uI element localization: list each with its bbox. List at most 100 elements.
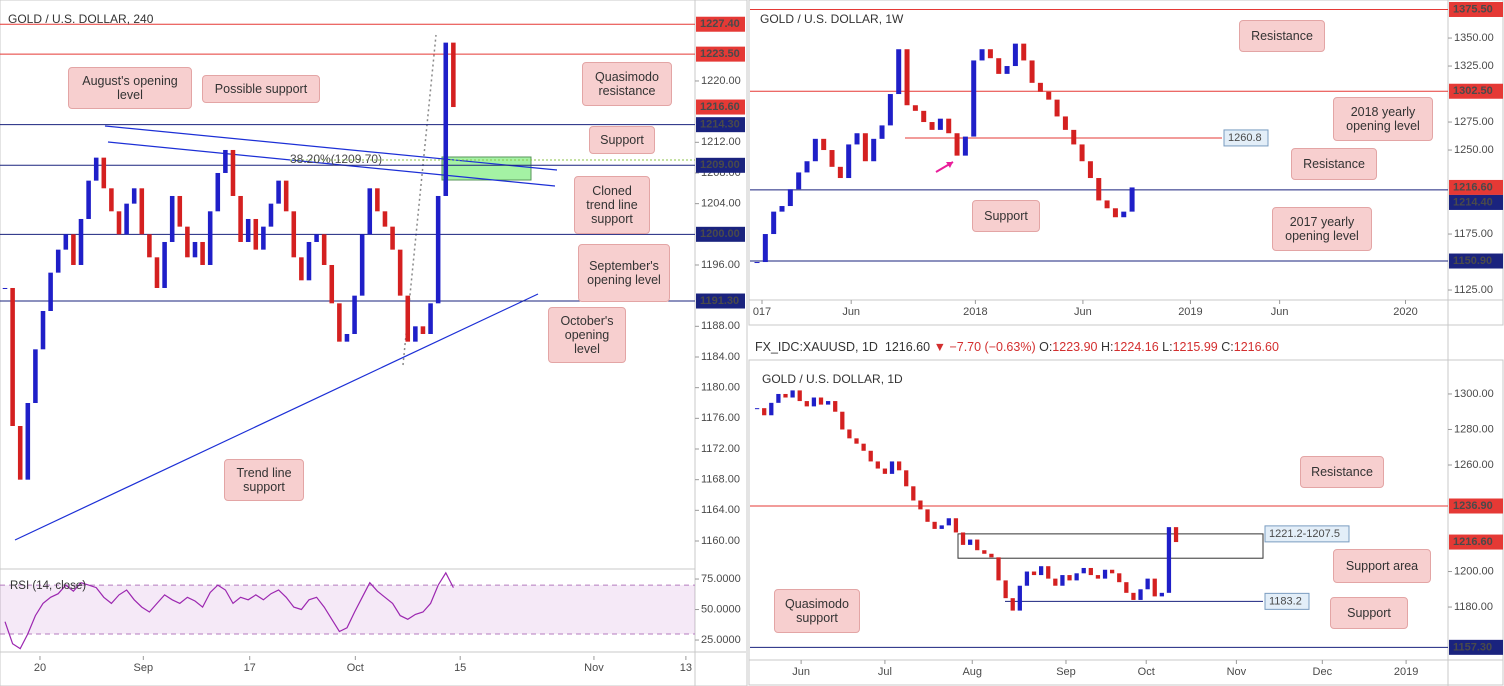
candle — [1046, 566, 1051, 579]
candle — [921, 110, 927, 123]
y-tick-label: 1200.00 — [1454, 565, 1494, 577]
candle — [207, 211, 213, 265]
candle — [390, 226, 395, 250]
candle — [1117, 573, 1122, 583]
candle — [63, 234, 69, 250]
candle — [804, 401, 809, 407]
candle — [861, 443, 866, 451]
x-tick-label: Jun — [792, 666, 810, 678]
candle — [971, 60, 977, 137]
candle — [1046, 91, 1052, 100]
x-tick-label: Dec — [1313, 666, 1333, 678]
candle — [953, 518, 959, 533]
candle — [154, 257, 160, 288]
y-tick-label: 1212.00 — [701, 136, 741, 148]
field-label: L: — [1162, 340, 1173, 354]
segment-label-box — [1223, 129, 1269, 147]
price-label-box — [696, 99, 745, 115]
candle — [769, 402, 774, 416]
quote-header: FX_IDC:XAUUSD, 1D 1216.60 ▼ −7.70 (−0.63… — [755, 340, 1279, 354]
candle — [1104, 200, 1110, 209]
field-value: 1224.16 — [1113, 340, 1159, 354]
candle — [1021, 43, 1027, 61]
price-label-box — [1449, 639, 1503, 655]
candle — [889, 461, 895, 474]
candle — [192, 241, 198, 258]
x-tick-label: 017 — [753, 306, 771, 318]
candle — [405, 295, 411, 342]
annotation: Support — [972, 200, 1040, 232]
candle — [1081, 567, 1086, 574]
candle — [812, 138, 818, 162]
y-tick-label: 1180.00 — [701, 382, 740, 394]
candle — [329, 264, 335, 304]
candle — [397, 249, 403, 296]
y-tick-label: 75.0000 — [701, 573, 741, 585]
candle — [1166, 527, 1172, 593]
candle — [291, 211, 297, 258]
candle — [811, 397, 817, 407]
y-tick-label: 1204.00 — [701, 198, 741, 210]
candle — [238, 195, 243, 242]
candle — [1159, 592, 1164, 597]
x-tick-label: Jul — [878, 666, 892, 678]
candle — [783, 393, 788, 398]
candle — [1038, 566, 1044, 576]
candle — [299, 257, 304, 281]
candle — [420, 326, 426, 334]
annotation: October's opening level — [548, 307, 626, 363]
candle — [375, 188, 380, 212]
field-value: 1223.90 — [1052, 340, 1098, 354]
zone-label: 1221.2-1207.5 — [1269, 528, 1340, 540]
candle — [982, 550, 987, 554]
candle — [48, 272, 53, 311]
candle — [200, 241, 205, 265]
candle — [344, 333, 350, 342]
candle — [147, 234, 152, 258]
x-tick-label: Jun — [1074, 306, 1092, 318]
candle — [1074, 573, 1079, 581]
candle — [879, 125, 885, 139]
price-label-box — [1449, 1, 1503, 17]
candle — [283, 180, 289, 212]
y-tick-label: 1168.00 — [701, 474, 740, 486]
candle — [967, 539, 973, 545]
candle — [1031, 571, 1037, 576]
candle — [101, 157, 107, 189]
x-tick-label: Aug — [962, 666, 982, 678]
price-label: 1216.60 — [1453, 181, 1493, 193]
candle — [960, 532, 966, 545]
price-label-box — [696, 16, 745, 32]
candle — [854, 133, 860, 145]
candle — [1095, 575, 1101, 579]
candle — [337, 303, 342, 342]
candle — [996, 58, 1002, 74]
symbol: FX_IDC:XAUUSD, 1D — [755, 340, 878, 354]
price-label-box — [1449, 83, 1503, 99]
candle — [871, 138, 877, 162]
candle — [875, 461, 880, 469]
candle — [109, 188, 114, 212]
candle — [1067, 575, 1072, 581]
candle — [937, 118, 943, 130]
candle — [93, 157, 99, 181]
candle — [918, 500, 923, 510]
candle — [1062, 116, 1068, 130]
candle — [2, 287, 8, 289]
candle — [1131, 592, 1136, 600]
price-label: 1214.30 — [700, 119, 740, 131]
field-label: C: — [1221, 340, 1234, 354]
price-label-box — [696, 157, 745, 173]
candle — [904, 49, 910, 106]
x-tick-label: 2018 — [963, 306, 987, 318]
candle — [276, 180, 281, 204]
ohlc: O:1223.90 H:1224.16 L:1215.99 C:1216.60 — [1039, 340, 1279, 354]
y-tick-label: 1220.00 — [701, 75, 741, 87]
price-label: 1375.50 — [1453, 3, 1493, 15]
y-tick-label: 1275.00 — [1454, 116, 1494, 128]
y-tick-label: 1280.00 — [1454, 423, 1494, 435]
candle — [382, 211, 388, 227]
candle — [1112, 208, 1118, 218]
candle — [1012, 43, 1018, 67]
